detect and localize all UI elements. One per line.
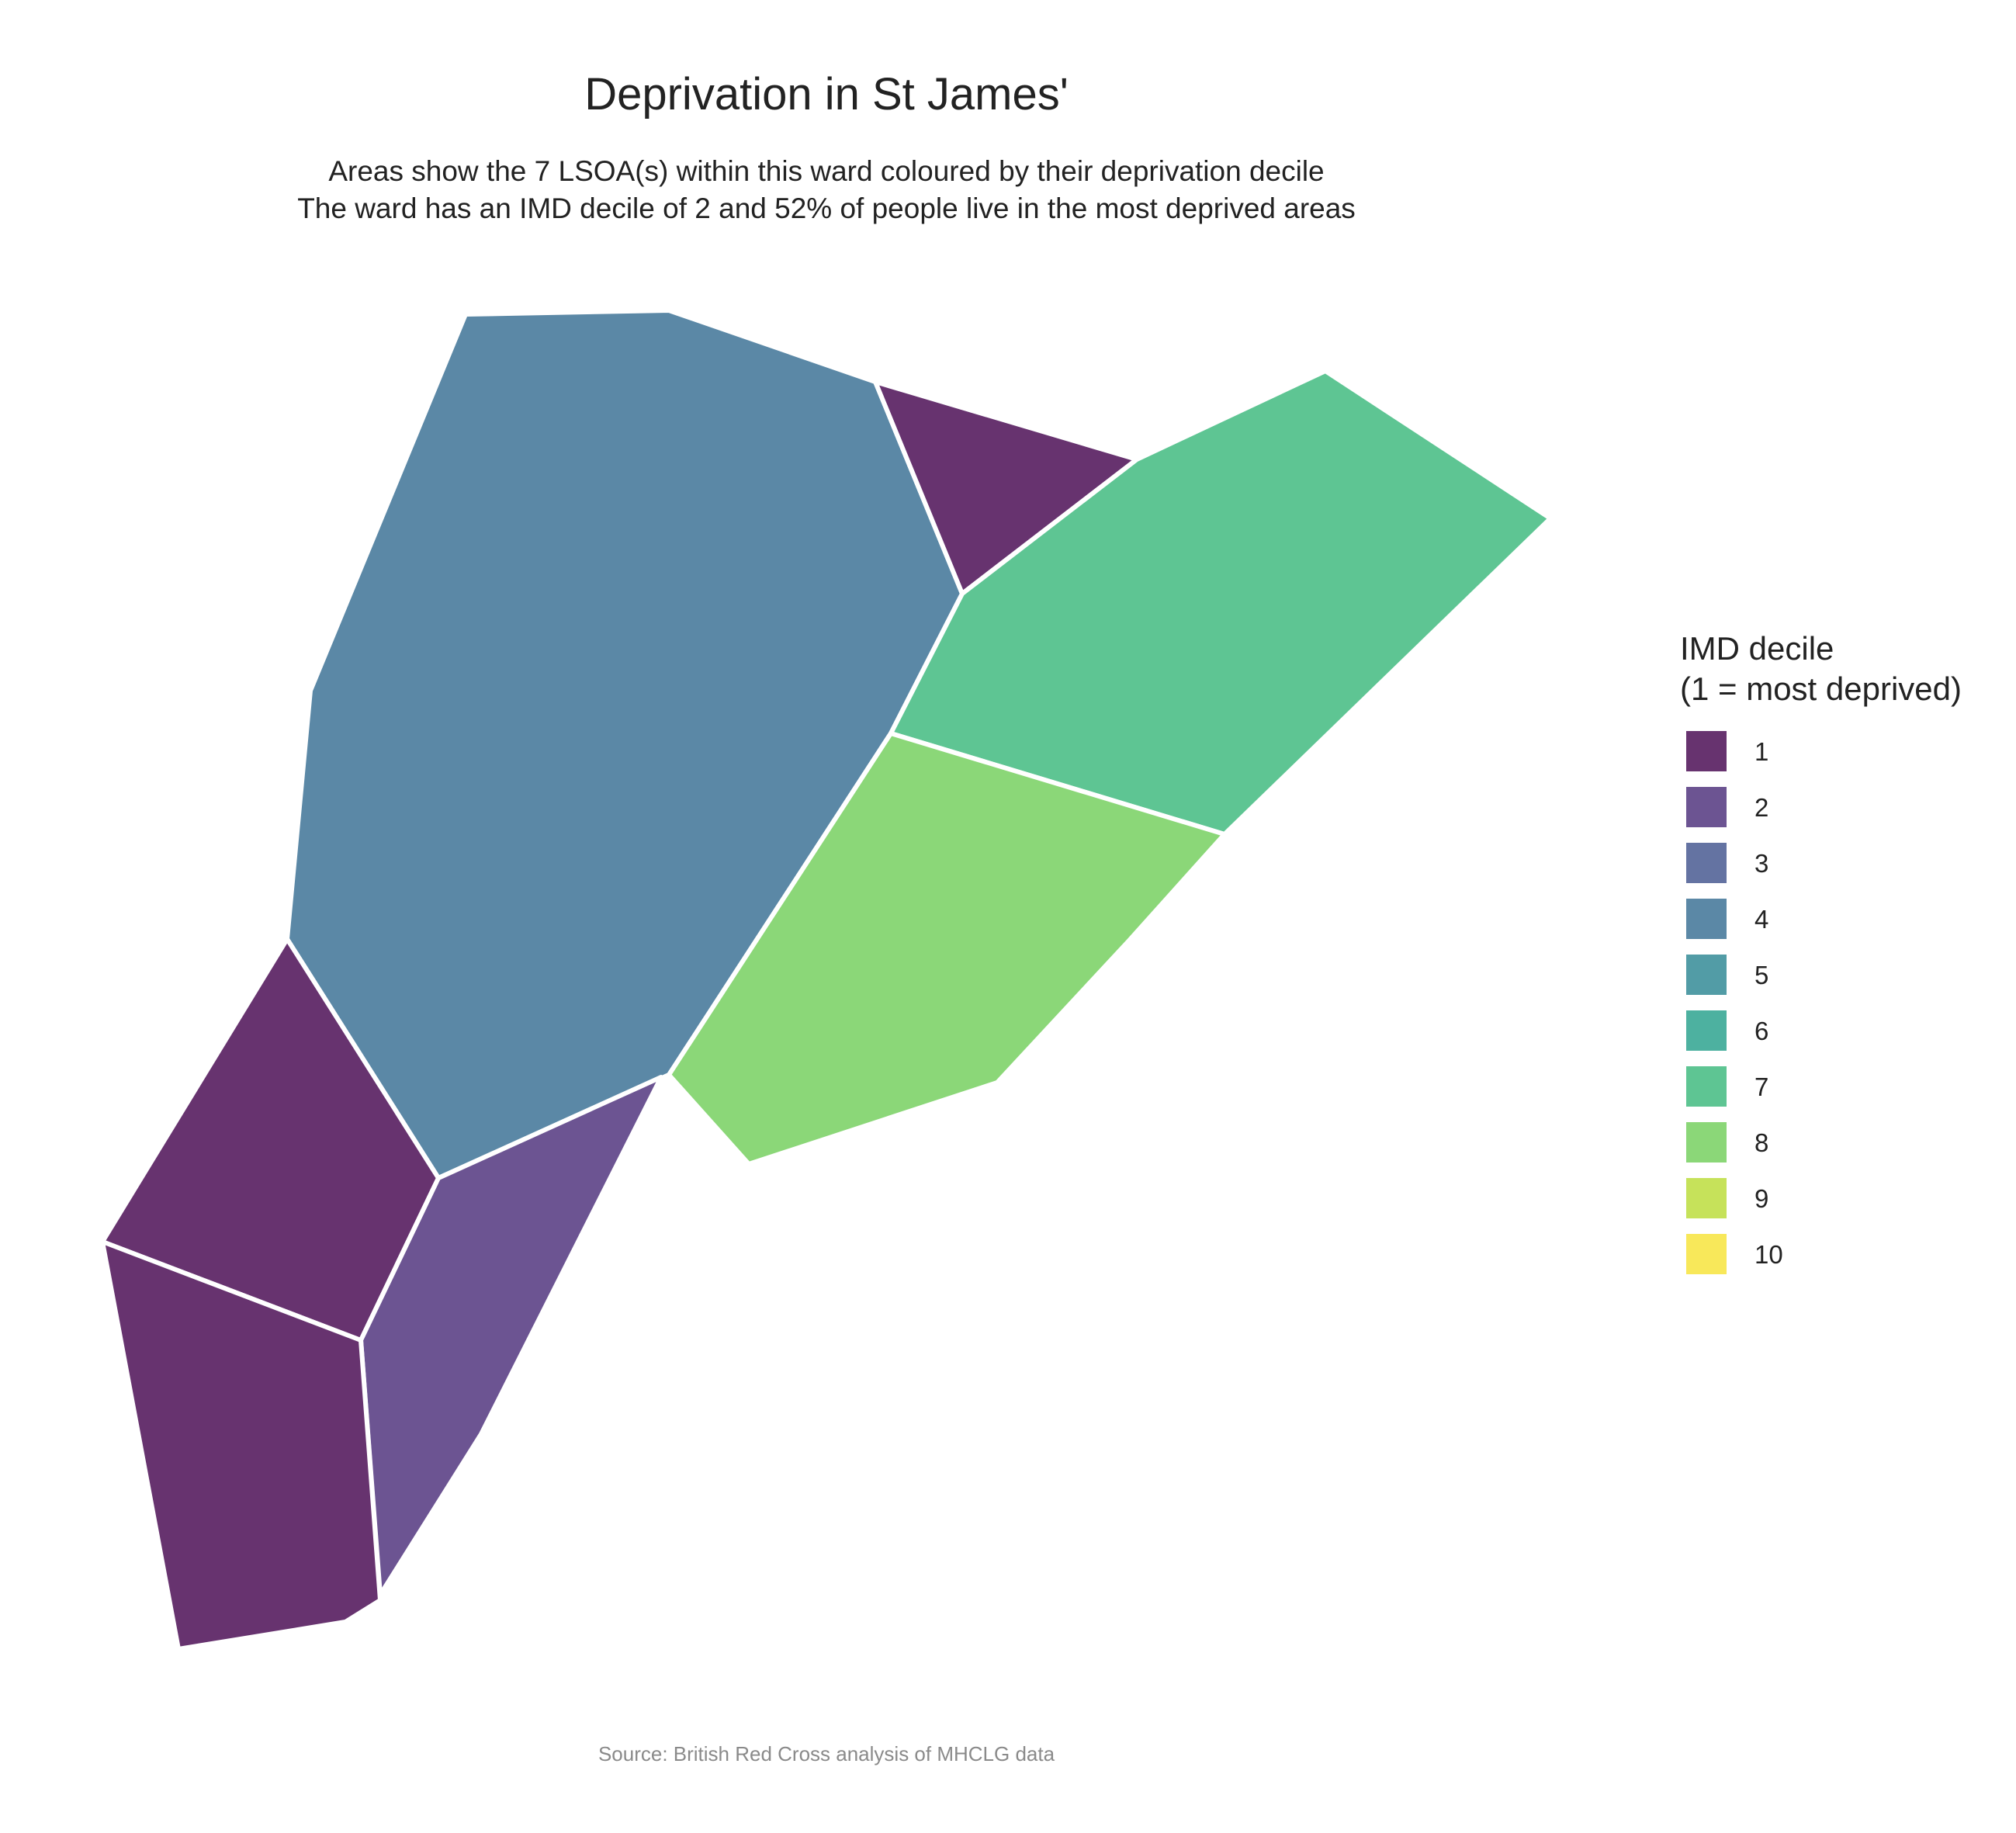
legend-label-9: 9 bbox=[1754, 1184, 1769, 1213]
legend-swatch-7 bbox=[1686, 1066, 1727, 1107]
legend-label-10: 10 bbox=[1754, 1240, 1783, 1269]
legend-item-6: 6 bbox=[1680, 1010, 1962, 1066]
legend-label-5: 5 bbox=[1754, 961, 1769, 989]
legend-item-5: 5 bbox=[1680, 955, 1962, 1010]
legend-title-line-2: (1 = most deprived) bbox=[1680, 670, 1962, 707]
legend-swatch-8 bbox=[1686, 1122, 1727, 1163]
legend-item-3: 3 bbox=[1680, 843, 1962, 899]
lsoa-area-4 bbox=[667, 731, 1227, 1166]
map-subtitle-line-2: The ward has an IMD decile of 2 and 52% … bbox=[297, 192, 1356, 224]
legend-swatch-4 bbox=[1686, 899, 1727, 939]
legend-swatch-2 bbox=[1686, 787, 1727, 827]
legend-items: 1 2 3 4 5 6 7 8 9 10 bbox=[1680, 731, 1962, 1290]
legend-label-1: 1 bbox=[1754, 737, 1769, 766]
legend-swatch-10 bbox=[1686, 1234, 1727, 1274]
map-title: Deprivation in St James' bbox=[584, 69, 1069, 120]
legend-item-4: 4 bbox=[1680, 899, 1962, 955]
legend-label-4: 4 bbox=[1754, 905, 1769, 934]
legend-item-1: 1 bbox=[1680, 731, 1962, 787]
legend-swatch-5 bbox=[1686, 955, 1727, 995]
legend: IMD decile (1 = most deprived) 1 2 3 4 5 6 7 8 9… bbox=[1680, 629, 1962, 1290]
legend-item-9: 9 bbox=[1680, 1178, 1962, 1234]
legend-swatch-1 bbox=[1686, 731, 1727, 771]
legend-item-7: 7 bbox=[1680, 1066, 1962, 1122]
legend-swatch-3 bbox=[1686, 843, 1727, 883]
legend-item-10: 10 bbox=[1680, 1234, 1962, 1290]
legend-label-2: 2 bbox=[1754, 793, 1769, 822]
legend-title-line-1: IMD decile bbox=[1680, 630, 1834, 667]
lsoa-area-6 bbox=[359, 1075, 663, 1597]
legend-swatch-6 bbox=[1686, 1010, 1727, 1051]
legend-title: IMD decile (1 = most deprived) bbox=[1680, 629, 1962, 709]
lsoa-area-7 bbox=[100, 1239, 383, 1651]
map-subtitle-line-1: Areas show the 7 LSOA(s) within this war… bbox=[328, 155, 1325, 187]
source-caption: Source: British Red Cross analysis of MH… bbox=[598, 1742, 1055, 1765]
legend-label-3: 3 bbox=[1754, 849, 1769, 878]
legend-swatch-9 bbox=[1686, 1178, 1727, 1218]
legend-label-7: 7 bbox=[1754, 1072, 1769, 1101]
legend-item-8: 8 bbox=[1680, 1122, 1962, 1178]
legend-item-2: 2 bbox=[1680, 787, 1962, 843]
legend-label-8: 8 bbox=[1754, 1128, 1769, 1157]
legend-label-6: 6 bbox=[1754, 1017, 1769, 1045]
